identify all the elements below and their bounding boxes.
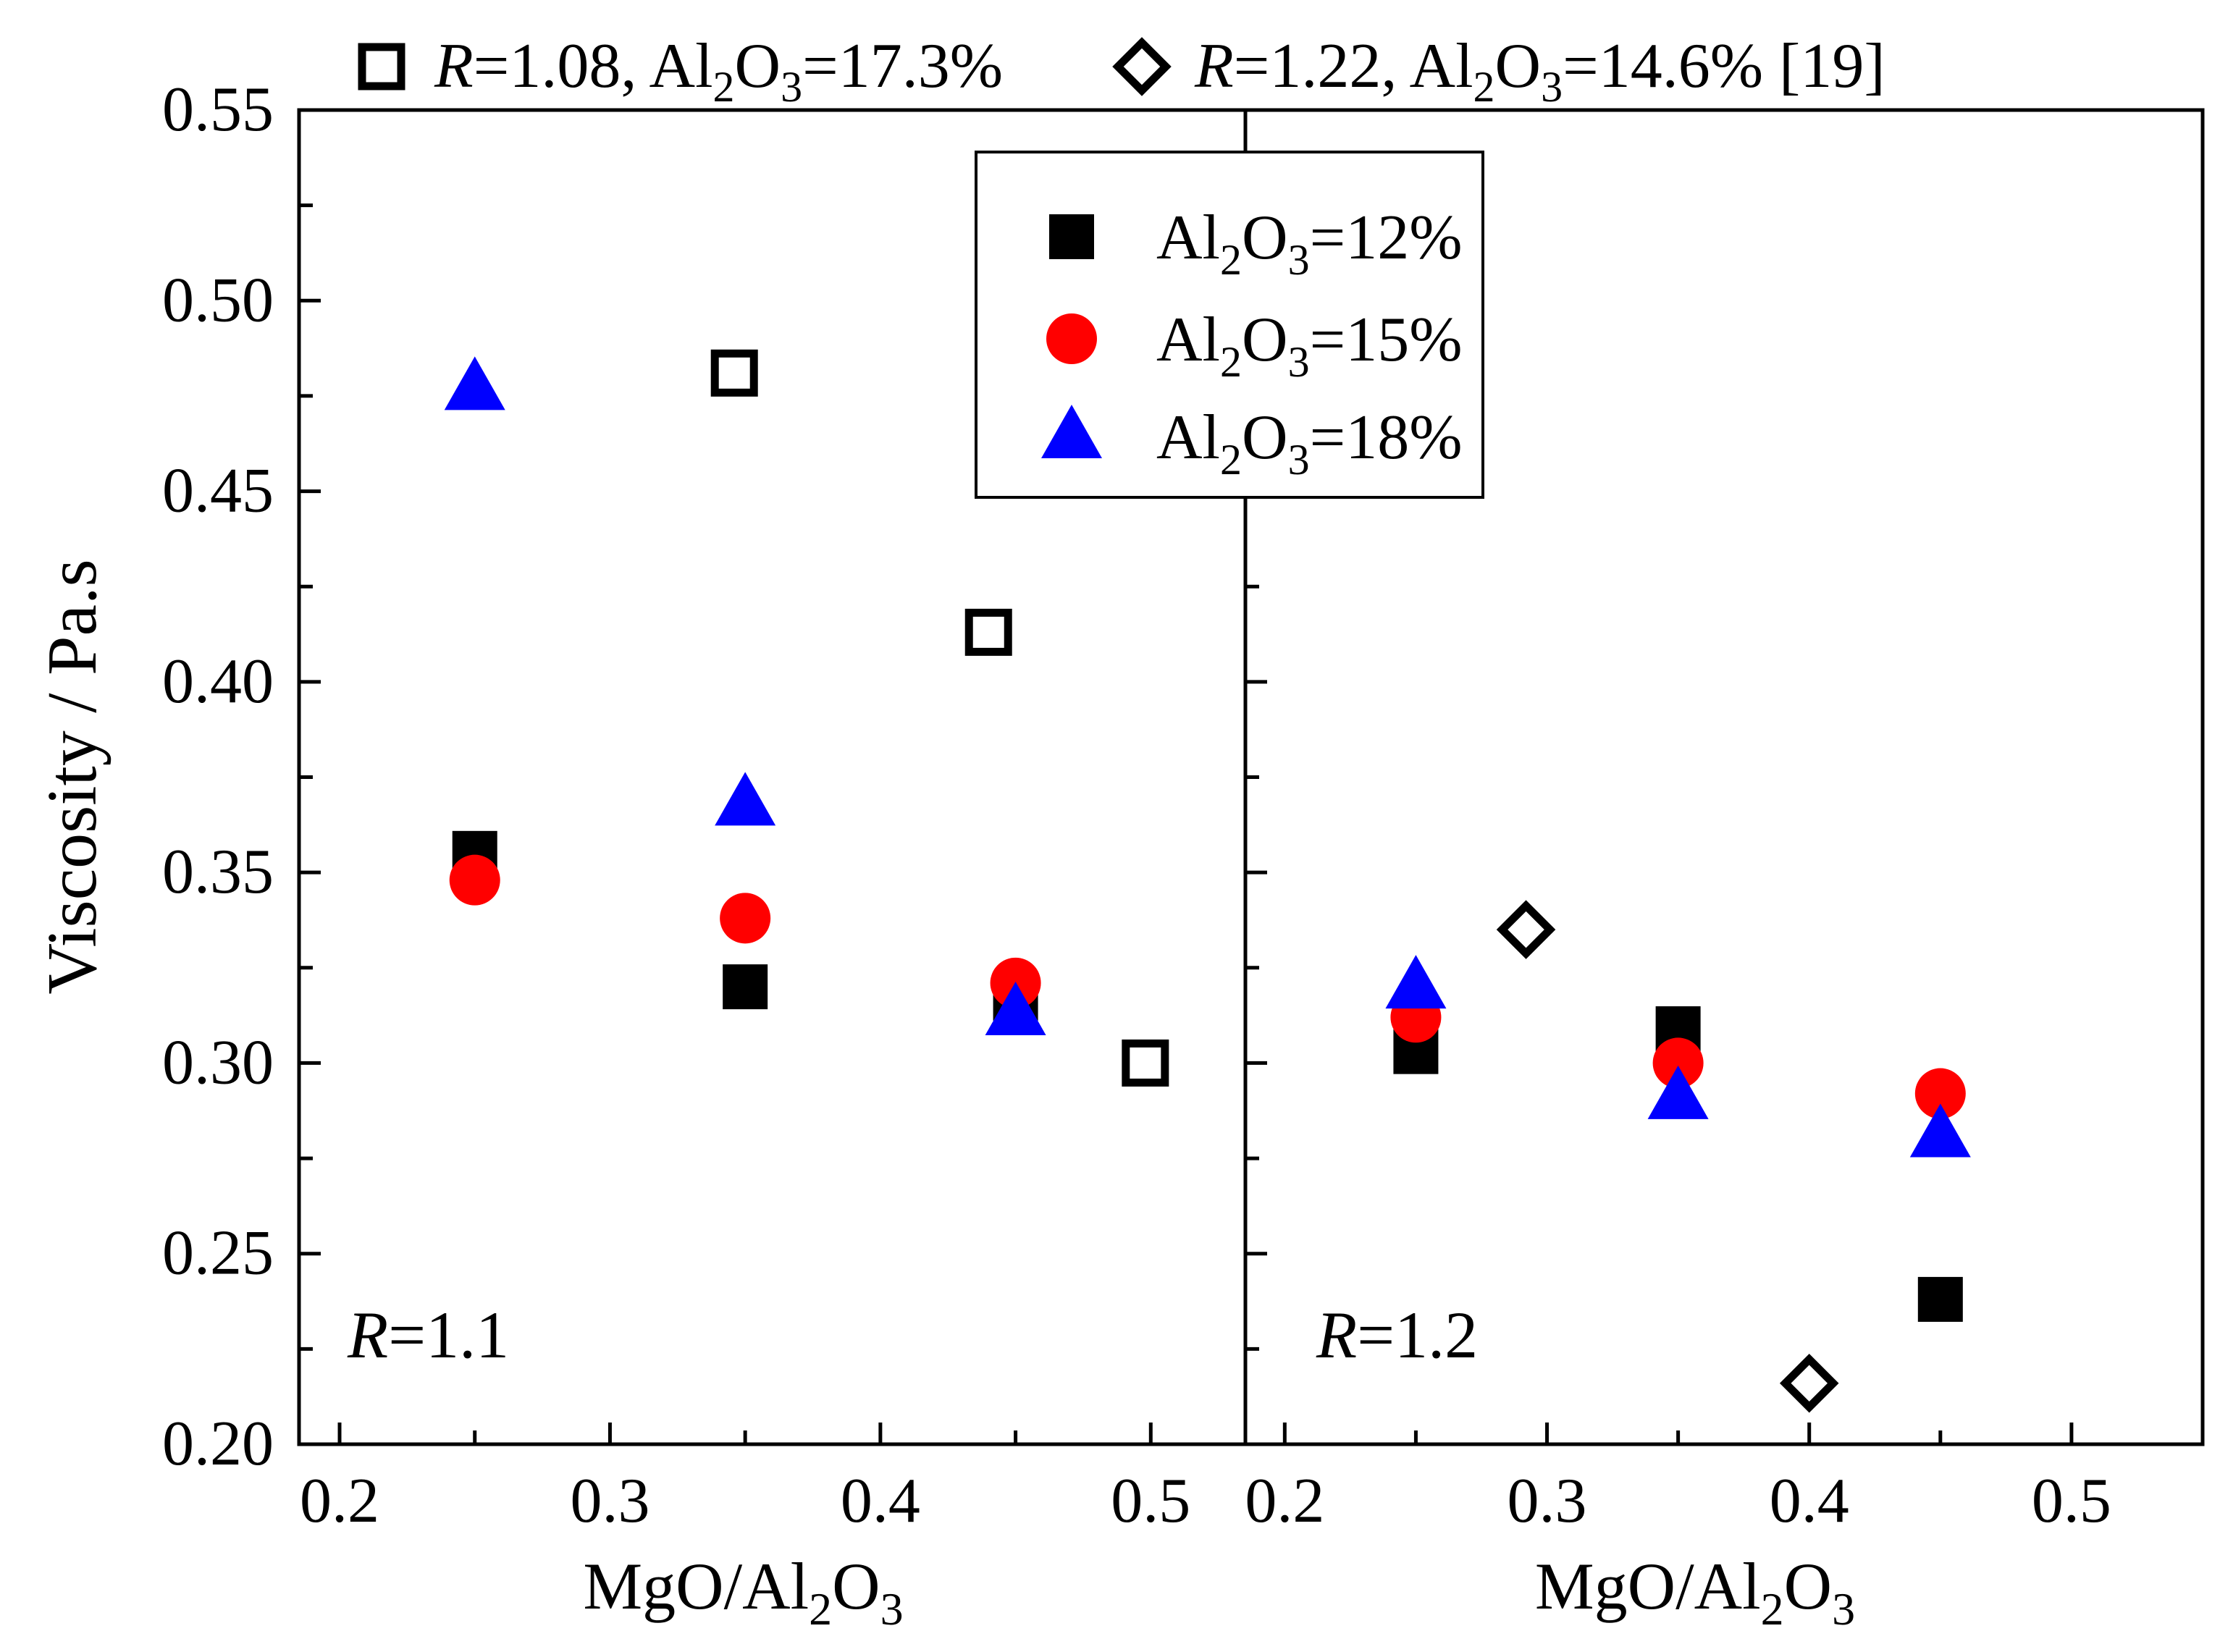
data-point [723,964,768,1010]
data-point [449,854,500,906]
data-point [985,981,1046,1035]
data-point [1914,1068,1966,1119]
data-point [1122,1039,1169,1087]
x-axis-label: MgO/Al2O3 [1535,1549,1855,1635]
data-marks [444,349,1971,1413]
top-legend-marker [1112,37,1172,96]
x-tick-label: 0.2 [300,1466,379,1536]
x-tick-label: 0.3 [1508,1466,1587,1536]
data-point [1652,1037,1704,1089]
data-point [1917,1276,1963,1322]
data-point [1496,900,1556,959]
legend-marker [1049,214,1094,259]
y-tick-label: 0.40 [162,646,274,717]
top-legend-label: R=1.22, Al2O3=14.6% [19] [1194,31,1885,111]
y-tick-label: 0.20 [162,1409,274,1479]
data-point [1779,1353,1839,1413]
x-axis-label: MgO/Al2O3 [583,1549,903,1635]
data-point [1647,1065,1709,1119]
legend-marker [1041,405,1102,458]
y-axis-label: Viscosity / Pa.s [33,559,112,994]
y-tick-label: 0.25 [162,1218,274,1289]
data-point [715,772,776,826]
y-tick-label: 0.50 [162,265,274,335]
x-tick-label: 0.5 [2032,1466,2111,1536]
axis-ticks [299,108,2074,1446]
x-tick-label: 0.2 [1245,1466,1324,1536]
x-tick-label: 0.4 [841,1466,920,1536]
legend-label: Al2O3=15% [1156,305,1463,386]
data-point [964,608,1012,656]
top-legend-label: R=1.08, Al2O3=17.3% [434,31,1003,111]
top-legend-marker [358,43,405,90]
data-point [444,356,505,410]
legend-marker [1046,313,1097,364]
y-tick-label: 0.35 [162,837,274,907]
data-point [1909,1103,1971,1158]
data-point [720,893,771,944]
panel-annotation: R=1.1 [347,1298,509,1372]
legend-label: Al2O3=18% [1156,403,1463,484]
axis-labels: 0.20 0.25 0.30 0.35 0.40 0.45 0.50 0.55 Viscosit… [33,75,2111,1635]
data-point [710,349,758,397]
data-point [1385,955,1447,1009]
panel-annotation: R=1.2 [1316,1298,1478,1372]
legends: R=1.08, Al2O3=17.3% R=1.22, Al2O3=14.6% [… [358,31,1885,499]
y-tick-label: 0.45 [162,456,274,526]
y-tick-label: 0.30 [162,1027,274,1097]
x-tick-label: 0.3 [570,1466,649,1536]
legend-label: Al2O3=12% [1156,203,1463,284]
x-tick-label: 0.4 [1770,1466,1849,1536]
y-tick-label: 0.55 [162,75,274,145]
x-tick-label: 0.5 [1111,1466,1190,1536]
